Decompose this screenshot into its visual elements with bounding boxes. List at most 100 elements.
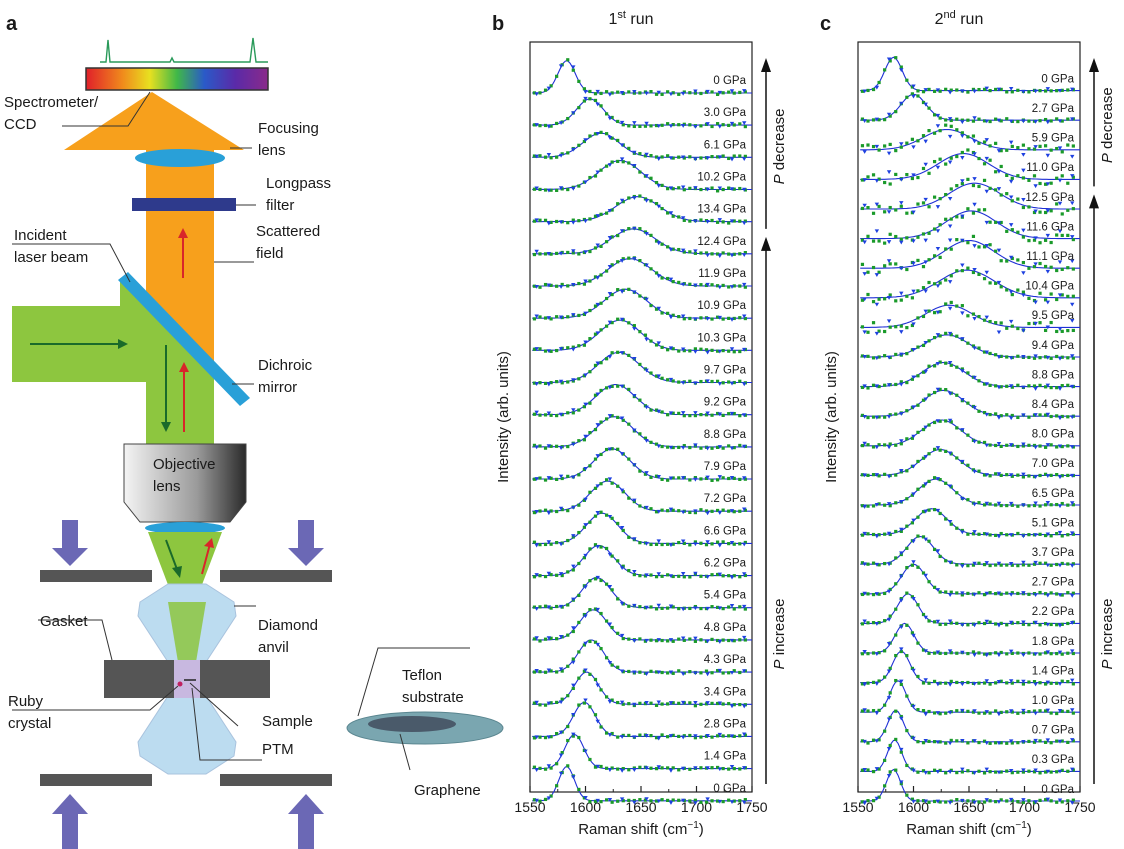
data-point-green xyxy=(727,412,731,416)
data-point-green xyxy=(938,477,942,482)
data-point-green xyxy=(1032,740,1037,744)
focusing-lens xyxy=(135,149,225,167)
data-point-green xyxy=(632,324,636,328)
data-point-green xyxy=(1027,710,1031,714)
data-point-green xyxy=(604,731,609,735)
data-point-green xyxy=(638,398,642,402)
data-point-blue xyxy=(668,543,674,548)
data-point-green xyxy=(871,300,876,304)
data-point-green xyxy=(999,87,1003,92)
data-point-blue xyxy=(571,283,576,287)
data-point-blue xyxy=(1033,738,1038,743)
data-point-green xyxy=(599,130,603,134)
data-point-green xyxy=(905,95,909,99)
data-point-green xyxy=(1049,240,1053,245)
data-point-green xyxy=(927,681,931,685)
data-point-green xyxy=(693,704,697,708)
data-point-blue xyxy=(729,764,735,769)
data-point-blue xyxy=(619,351,625,355)
data-point-green xyxy=(727,798,731,802)
data-point-green xyxy=(604,417,609,421)
data-point-green xyxy=(610,731,614,736)
data-point-blue xyxy=(899,747,904,752)
data-point-green xyxy=(866,768,870,772)
data-point-blue xyxy=(534,735,539,740)
data-point-green xyxy=(1038,681,1042,685)
data-point-green xyxy=(977,501,981,505)
data-point-blue xyxy=(632,603,637,608)
data-point-green xyxy=(715,122,720,126)
data-point-green xyxy=(577,676,581,680)
panel-c-label: c xyxy=(820,13,831,35)
pressure-label: 1.4 GPa xyxy=(1032,665,1075,677)
data-point-green xyxy=(944,278,948,282)
data-point-blue xyxy=(935,549,941,554)
data-point-green xyxy=(994,681,998,685)
data-point-blue xyxy=(632,357,637,361)
data-point-green xyxy=(883,329,887,334)
data-point-green xyxy=(966,401,970,405)
data-point-green xyxy=(549,701,553,705)
data-point-blue xyxy=(923,712,928,717)
data-point-blue xyxy=(1070,678,1075,683)
data-point-green xyxy=(571,345,575,349)
data-point-green xyxy=(604,546,609,551)
data-point-blue xyxy=(546,701,552,706)
data-point-green xyxy=(555,284,559,288)
data-point-blue xyxy=(972,202,977,207)
data-point-green xyxy=(582,374,586,378)
data-point-green xyxy=(715,284,720,288)
data-point-blue xyxy=(644,91,649,96)
data-point-green xyxy=(577,344,581,348)
data-point-blue xyxy=(607,552,613,557)
data-point-green xyxy=(971,563,976,567)
data-point-green xyxy=(877,620,881,625)
pressure-label: 10.4 GPa xyxy=(1025,281,1074,293)
pressure-label: 3.7 GPa xyxy=(1032,547,1075,559)
data-point-green xyxy=(671,574,675,579)
data-point-green xyxy=(616,767,620,771)
data-point-green xyxy=(610,384,614,388)
data-point-blue xyxy=(717,382,723,386)
data-point-green xyxy=(927,258,931,262)
data-point-green xyxy=(704,800,709,804)
data-point-green xyxy=(666,413,670,417)
data-point-green xyxy=(982,503,987,507)
data-point-green xyxy=(588,249,592,254)
pressure-label: 3.0 GPa xyxy=(704,107,747,119)
data-point-green xyxy=(1055,770,1059,774)
data-point-green xyxy=(1055,117,1059,121)
data-point-green xyxy=(566,724,570,729)
data-point-blue xyxy=(619,566,625,571)
data-point-blue xyxy=(644,505,649,510)
data-point-blue xyxy=(546,636,552,641)
data-point-blue xyxy=(619,416,625,421)
data-point-green xyxy=(988,711,992,715)
data-point-green xyxy=(1016,197,1020,201)
data-point-green xyxy=(938,448,942,452)
data-point-blue xyxy=(680,735,686,740)
data-point-green xyxy=(721,734,725,738)
data-point-green xyxy=(1060,474,1064,478)
data-point-green xyxy=(638,469,642,473)
data-point-green xyxy=(916,603,920,607)
data-point-blue xyxy=(1045,233,1051,238)
data-point-green xyxy=(1071,739,1075,743)
data-point-green xyxy=(577,650,581,654)
data-point-green xyxy=(643,639,648,643)
data-point-green xyxy=(860,533,865,537)
data-point-green xyxy=(932,711,937,715)
data-point-blue xyxy=(619,198,625,203)
data-point-blue xyxy=(1045,593,1051,598)
data-point-blue xyxy=(583,434,588,439)
data-point-green xyxy=(1066,233,1070,238)
data-point-blue xyxy=(644,541,649,546)
pressure-label: 1.8 GPa xyxy=(1032,636,1075,648)
data-point-green xyxy=(627,768,631,772)
data-point-green xyxy=(860,473,865,477)
data-point-blue xyxy=(947,519,953,524)
data-point-green xyxy=(682,317,686,321)
data-point-green xyxy=(566,509,570,513)
data-point-green xyxy=(677,476,681,480)
data-point-blue xyxy=(886,747,892,751)
